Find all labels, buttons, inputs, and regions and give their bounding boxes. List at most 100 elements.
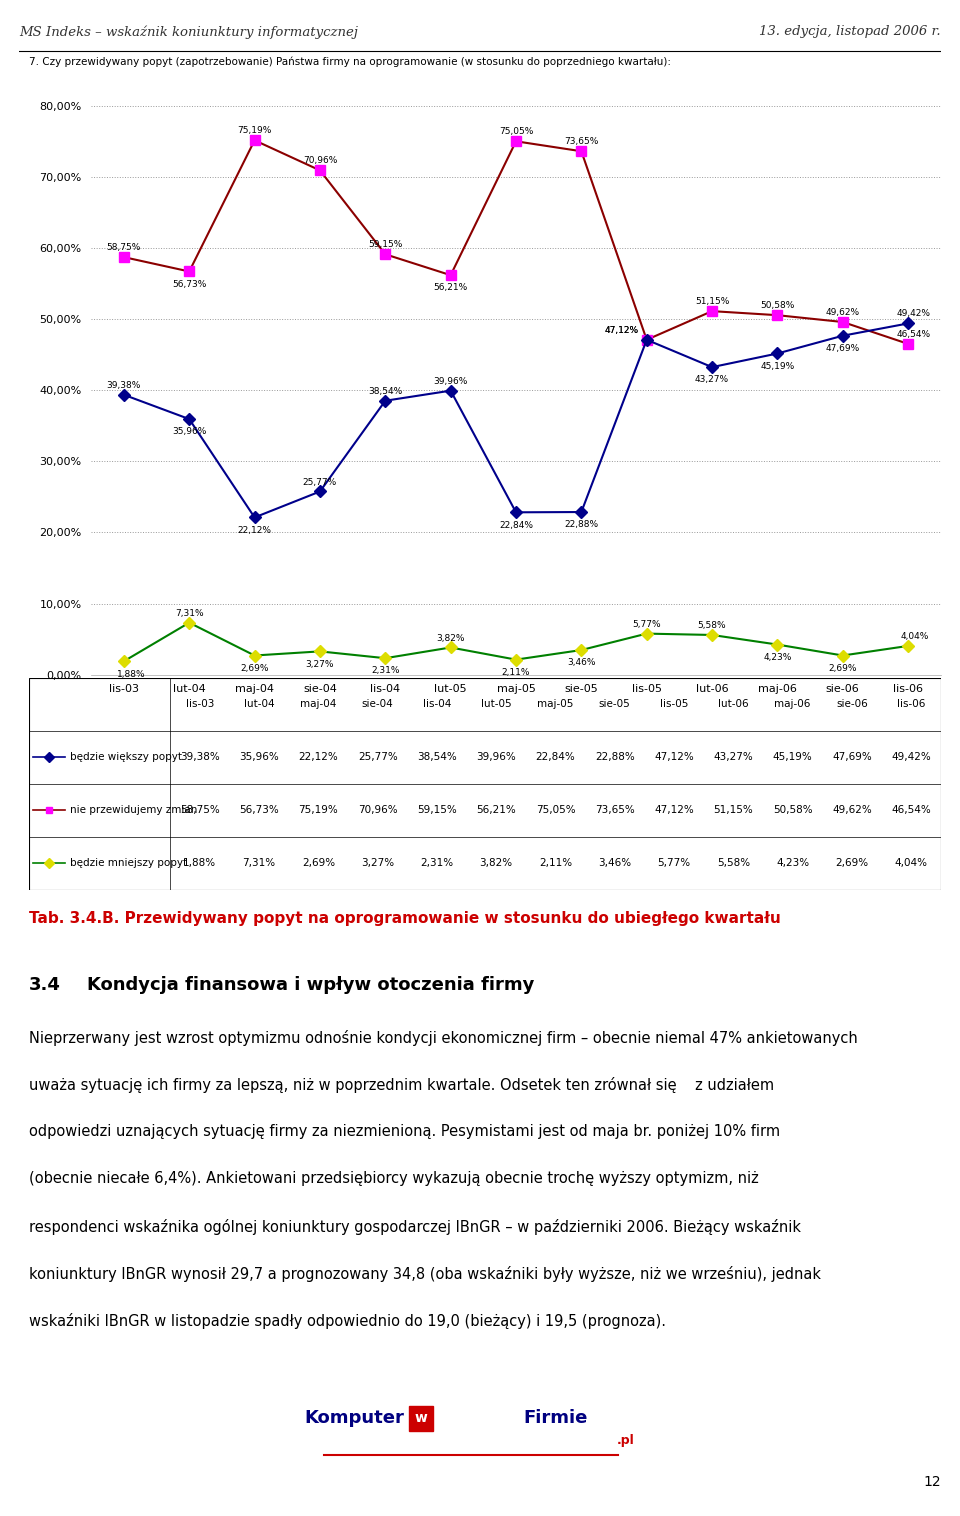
Text: 59,15%: 59,15%: [417, 805, 457, 816]
Text: .pl: .pl: [616, 1434, 634, 1448]
Text: MS Indeks – wskaźnik koniunktury informatycznej: MS Indeks – wskaźnik koniunktury informa…: [19, 26, 358, 38]
Text: 50,58%: 50,58%: [773, 805, 812, 816]
Text: 56,73%: 56,73%: [239, 805, 279, 816]
Text: 39,38%: 39,38%: [180, 752, 220, 763]
Text: 2,69%: 2,69%: [835, 858, 869, 869]
Text: koniunktury IBnGR wynosił 29,7 a prognozowany 34,8 (oba wskaźniki były wyższe, n: koniunktury IBnGR wynosił 29,7 a prognoz…: [29, 1266, 821, 1281]
Text: 75,05%: 75,05%: [536, 805, 575, 816]
Text: 5,77%: 5,77%: [658, 858, 690, 869]
Text: 49,42%: 49,42%: [891, 752, 931, 763]
Text: 3,27%: 3,27%: [361, 858, 395, 869]
Text: 1,88%: 1,88%: [183, 858, 216, 869]
Text: 51,15%: 51,15%: [695, 297, 730, 306]
Text: sie-04: sie-04: [362, 699, 394, 709]
Text: 2,31%: 2,31%: [420, 858, 453, 869]
Text: respondenci wskaźnika ogólnej koniunktury gospodarczej IBnGR – w październiki 20: respondenci wskaźnika ogólnej koniunktur…: [29, 1219, 801, 1234]
Text: 47,69%: 47,69%: [826, 344, 860, 353]
Text: lis-06: lis-06: [897, 699, 925, 709]
Text: 13. edycja, listopad 2006 r.: 13. edycja, listopad 2006 r.: [759, 26, 941, 38]
Text: 3,82%: 3,82%: [437, 634, 465, 643]
Text: 47,12%: 47,12%: [605, 326, 638, 335]
Text: 58,75%: 58,75%: [180, 805, 220, 816]
Text: 4,04%: 4,04%: [895, 858, 927, 869]
Text: 49,62%: 49,62%: [826, 308, 860, 317]
Text: 2,31%: 2,31%: [372, 667, 399, 676]
Text: 47,12%: 47,12%: [654, 805, 694, 816]
Text: 47,12%: 47,12%: [654, 752, 694, 763]
Text: 46,54%: 46,54%: [891, 805, 931, 816]
Text: 4,23%: 4,23%: [763, 653, 792, 662]
Text: 51,15%: 51,15%: [713, 805, 754, 816]
Text: maj-06: maj-06: [775, 699, 811, 709]
Text: 56,21%: 56,21%: [434, 283, 468, 293]
Text: 2,69%: 2,69%: [301, 858, 335, 869]
Text: 73,65%: 73,65%: [564, 138, 598, 147]
Text: uważa sytuację ich firmy za lepszą, niż w poprzednim kwartale. Odsetek ten zrówn: uważa sytuację ich firmy za lepszą, niż …: [29, 1078, 774, 1093]
Text: 56,21%: 56,21%: [476, 805, 516, 816]
Text: 22,88%: 22,88%: [564, 520, 598, 529]
Text: sie-05: sie-05: [599, 699, 631, 709]
Text: wskaźniki IBnGR w listopadzie spadły odpowiednio do 19,0 (bieżący) i 19,5 (progn: wskaźniki IBnGR w listopadzie spadły odp…: [29, 1313, 666, 1328]
Text: w: w: [415, 1411, 428, 1425]
Text: maj-04: maj-04: [300, 699, 337, 709]
Text: 5,77%: 5,77%: [633, 620, 661, 629]
Text: 25,77%: 25,77%: [302, 478, 337, 487]
Text: 39,38%: 39,38%: [107, 381, 141, 390]
Text: 39,96%: 39,96%: [476, 752, 516, 763]
Text: 3,27%: 3,27%: [305, 659, 334, 669]
Text: lut-04: lut-04: [244, 699, 275, 709]
Text: 43,27%: 43,27%: [713, 752, 754, 763]
Text: 25,77%: 25,77%: [358, 752, 397, 763]
Text: 3.4: 3.4: [29, 976, 60, 994]
Text: 35,96%: 35,96%: [172, 428, 206, 437]
Text: maj-05: maj-05: [538, 699, 574, 709]
Text: 2,11%: 2,11%: [502, 669, 530, 678]
Text: 4,04%: 4,04%: [900, 632, 929, 641]
Text: 38,54%: 38,54%: [417, 752, 457, 763]
Text: Komputer: Komputer: [304, 1408, 404, 1427]
Text: 22,12%: 22,12%: [299, 752, 338, 763]
Text: 7,31%: 7,31%: [175, 609, 204, 617]
Text: lis-03: lis-03: [185, 699, 214, 709]
Text: lis-04: lis-04: [422, 699, 451, 709]
Text: 3,82%: 3,82%: [480, 858, 513, 869]
Text: 75,05%: 75,05%: [499, 127, 533, 136]
Text: 58,75%: 58,75%: [107, 243, 141, 252]
Text: Tab. 3.4.B. Przewidywany popyt na oprogramowanie w stosunku do ubiegłego kwartał: Tab. 3.4.B. Przewidywany popyt na oprogr…: [29, 911, 780, 926]
Text: 4,23%: 4,23%: [776, 858, 809, 869]
Text: lut-05: lut-05: [481, 699, 512, 709]
Text: 75,19%: 75,19%: [237, 126, 272, 135]
Text: 22,84%: 22,84%: [499, 520, 533, 529]
Text: 46,54%: 46,54%: [897, 330, 931, 340]
Text: będzie większy popyt: będzie większy popyt: [70, 752, 181, 763]
Text: 35,96%: 35,96%: [239, 752, 279, 763]
Text: 56,73%: 56,73%: [172, 280, 206, 288]
Text: lut-06: lut-06: [718, 699, 749, 709]
Text: lis-05: lis-05: [660, 699, 688, 709]
Text: 59,15%: 59,15%: [368, 241, 402, 249]
Text: 50,58%: 50,58%: [760, 302, 795, 311]
Text: 47,69%: 47,69%: [832, 752, 872, 763]
Text: 1,88%: 1,88%: [116, 670, 145, 679]
Text: Kondycja finansowa i wpływ otoczenia firmy: Kondycja finansowa i wpływ otoczenia fir…: [87, 976, 535, 994]
Text: 38,54%: 38,54%: [369, 387, 402, 396]
Text: 2,69%: 2,69%: [828, 664, 857, 673]
Text: odpowiedzi uznających sytuację firmy za niezmienioną. Pesymistami jest od maja b: odpowiedzi uznających sytuację firmy za …: [29, 1125, 780, 1140]
Text: sie-06: sie-06: [836, 699, 868, 709]
Text: 5,58%: 5,58%: [698, 622, 727, 631]
Text: 47,12%: 47,12%: [605, 326, 638, 335]
Text: Firmie: Firmie: [524, 1408, 588, 1427]
Text: 5,58%: 5,58%: [717, 858, 750, 869]
Text: 39,96%: 39,96%: [434, 376, 468, 385]
Text: 2,11%: 2,11%: [539, 858, 572, 869]
Text: 12: 12: [924, 1475, 941, 1489]
Text: 45,19%: 45,19%: [760, 362, 795, 371]
Text: nie przewidujemy zmian: nie przewidujemy zmian: [70, 805, 197, 816]
Text: 3,46%: 3,46%: [598, 858, 632, 869]
Text: 70,96%: 70,96%: [302, 156, 337, 165]
Text: 7. Czy przewidywany popyt (zapotrzebowanie) Państwa firmy na oprogramowanie (w s: 7. Czy przewidywany popyt (zapotrzebowan…: [29, 56, 671, 67]
Text: 22,88%: 22,88%: [595, 752, 635, 763]
Text: będzie mniejszy popyt: będzie mniejszy popyt: [70, 858, 187, 869]
Text: 49,62%: 49,62%: [832, 805, 872, 816]
Text: 49,42%: 49,42%: [897, 309, 930, 318]
